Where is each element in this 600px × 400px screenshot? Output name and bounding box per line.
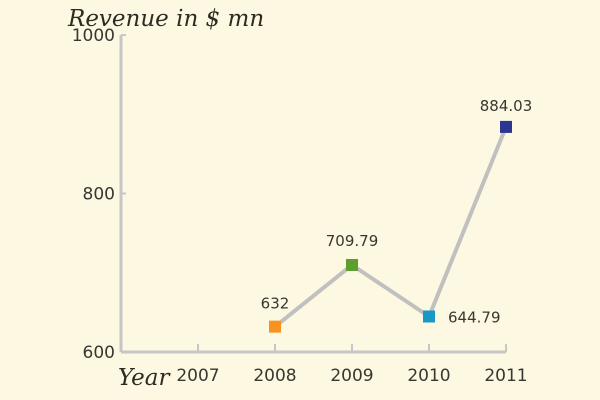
data-point-2009 xyxy=(346,258,358,271)
y-tick-label: 1000 xyxy=(72,26,115,46)
axes: 600 800 1000 2007 2008 2009 2010 2011 xyxy=(72,26,528,386)
marker-layer xyxy=(269,120,512,333)
line-layer xyxy=(273,126,508,329)
y-tick-label: 800 xyxy=(83,185,115,205)
y-tick-label: 600 xyxy=(83,343,115,363)
x-tick-label: 2007 xyxy=(176,366,219,386)
data-label-2010: 644.79 xyxy=(448,309,501,327)
series-line xyxy=(273,126,508,329)
x-axis-label: Year xyxy=(118,365,172,391)
data-point-2010 xyxy=(423,310,435,323)
data-label-2009: 709.79 xyxy=(326,232,379,250)
data-point-2011 xyxy=(500,120,512,133)
x-tick-label: 2008 xyxy=(253,366,296,386)
data-label-2008: 632 xyxy=(261,295,290,313)
data-point-2008 xyxy=(269,320,281,333)
x-tick-label: 2011 xyxy=(484,366,527,386)
x-tick-label: 2010 xyxy=(407,366,450,386)
x-tick-label: 2009 xyxy=(330,366,373,386)
y-axis-label: Revenue in $ mn xyxy=(67,6,264,32)
data-label-2011: 884.03 xyxy=(480,97,533,115)
data-label-layer: 632 709.79 644.79 884.03 xyxy=(261,97,533,327)
